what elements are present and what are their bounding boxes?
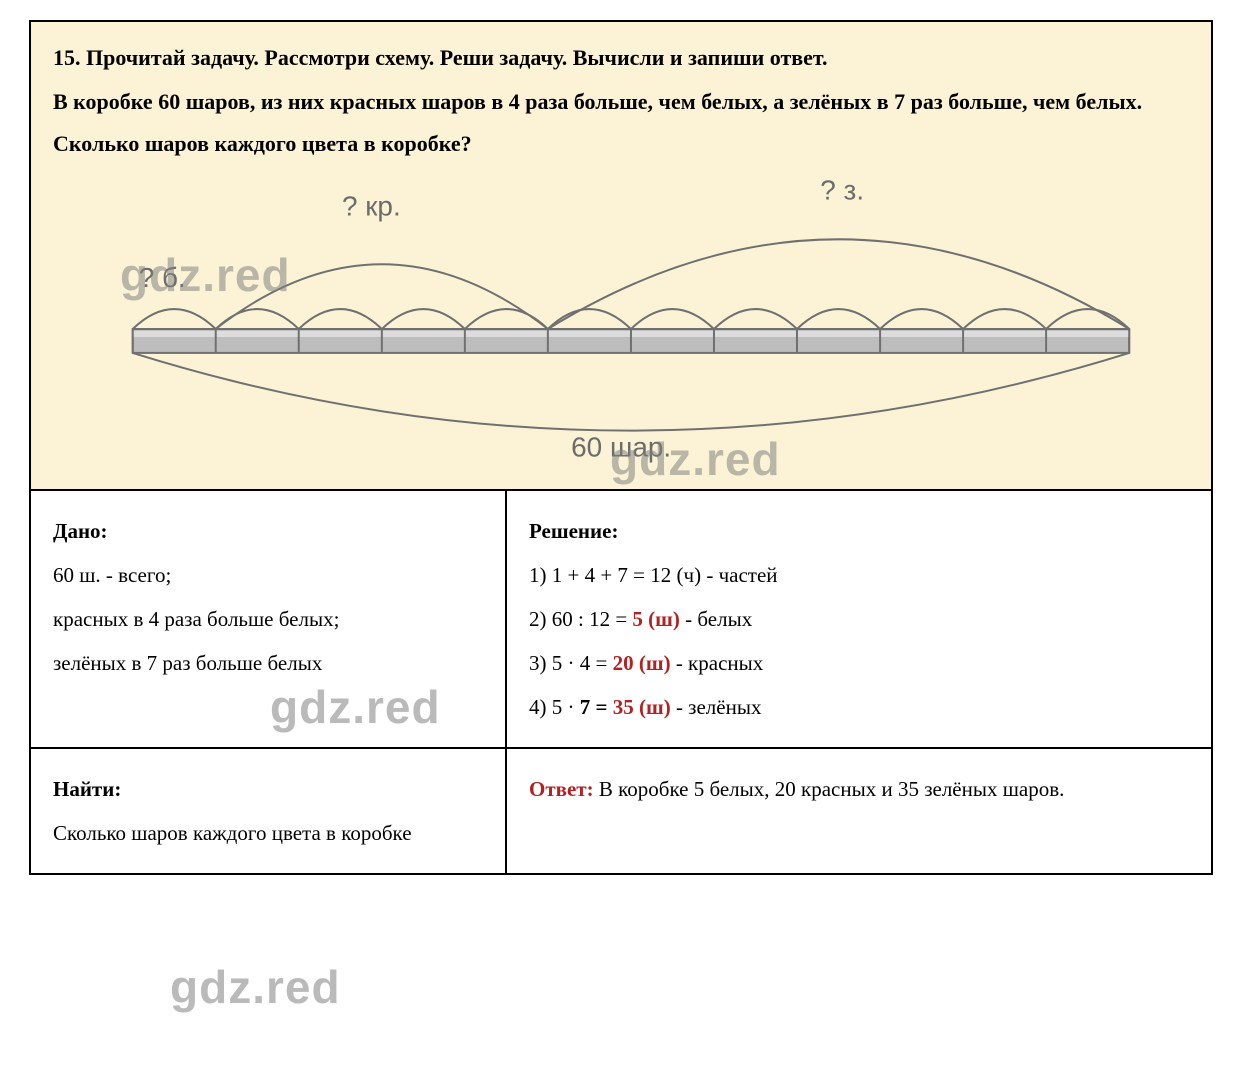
diagram: ? б. ? кр. ? з. 60 шар. — [53, 179, 1189, 479]
find-text: Сколько шаров каждого цвета в коробке — [53, 811, 483, 855]
given-line1: 60 ш. - всего; — [53, 553, 483, 597]
given-line2: красных в 4 раза больше белых; — [53, 597, 483, 641]
problem-instruction: 15. Прочитай задачу. Рассмотри схему. Ре… — [53, 40, 1189, 75]
row-find-answer: Найти: Сколько шаров каждого цвета в кор… — [31, 749, 1211, 873]
diagram-label-red: ? кр. — [342, 190, 401, 221]
row-given-solution: Дано: 60 ш. - всего; красных в 4 раза бо… — [31, 491, 1211, 749]
solution-step1: 1) 1 + 4 + 7 = 12 (ч) - частей — [529, 553, 1189, 597]
diagram-svg: ? б. ? кр. ? з. 60 шар. — [53, 179, 1189, 479]
solution-cell: Решение: 1) 1 + 4 + 7 = 12 (ч) - частей … — [507, 491, 1211, 747]
find-label: Найти: — [53, 777, 121, 801]
solution-step3: 3) 5 · 4 = 20 (ш) - красных — [529, 641, 1189, 685]
given-label: Дано: — [53, 519, 108, 543]
solution-grid: Дано: 60 ш. - всего; красных в 4 раза бо… — [31, 491, 1211, 874]
diagram-label-white: ? б. — [139, 262, 186, 293]
watermark: gdz.red — [170, 960, 341, 1014]
find-cell: Найти: Сколько шаров каждого цвета в кор… — [31, 749, 507, 873]
solution-step4: 4) 5 · 7 = 35 (ш) - зелёных — [529, 685, 1189, 729]
solution-label: Решение: — [529, 519, 618, 543]
answer-label: Ответ: — [529, 777, 594, 801]
diagram-label-green: ? з. — [820, 179, 864, 205]
solution-step2: 2) 60 : 12 = 5 (ш) - белых — [529, 597, 1189, 641]
problem-section: 15. Прочитай задачу. Рассмотри схему. Ре… — [31, 22, 1211, 491]
diagram-label-total: 60 шар. — [571, 431, 671, 462]
problem-body: В коробке 60 шаров, из них красных шаров… — [53, 81, 1189, 165]
document-container: 15. Прочитай задачу. Рассмотри схему. Ре… — [29, 20, 1213, 875]
answer-cell: Ответ: В коробке 5 белых, 20 красных и 3… — [507, 749, 1211, 873]
given-line3: зелёных в 7 раз больше белых — [53, 641, 483, 685]
given-cell: Дано: 60 ш. - всего; красных в 4 раза бо… — [31, 491, 507, 747]
answer-text: В коробке 5 белых, 20 красных и 35 зелён… — [594, 777, 1065, 801]
